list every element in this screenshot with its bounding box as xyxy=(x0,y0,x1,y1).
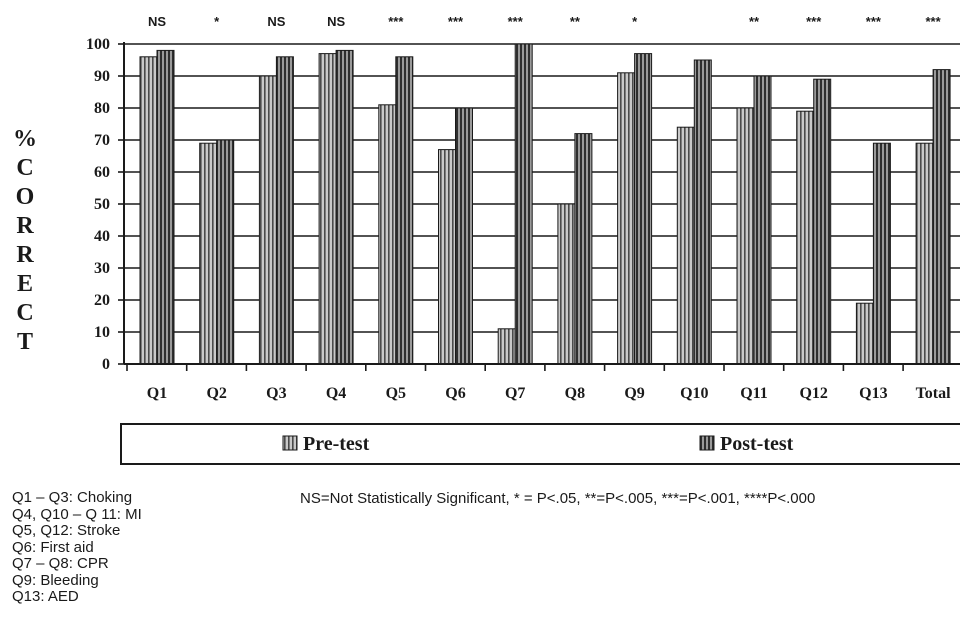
bar-pre-test xyxy=(258,75,277,365)
significance-label: *** xyxy=(926,14,942,29)
x-category-label: Q11 xyxy=(740,385,768,402)
y-tick-label: 50 xyxy=(94,196,110,213)
legend-swatch-post xyxy=(699,435,715,451)
significance-label: NS xyxy=(327,14,345,29)
bar-post-test xyxy=(395,56,414,365)
y-tick-label: 10 xyxy=(94,324,110,341)
significance-label: *** xyxy=(508,14,524,29)
bar-post-test xyxy=(455,107,473,365)
significance-labels: NS * NS NS *** *** *** ** * ** *** *** *** xyxy=(148,14,942,29)
gridlines xyxy=(124,43,960,333)
y-tick-label: 100 xyxy=(86,36,110,53)
bar-pre-test xyxy=(557,203,576,365)
y-axis-label-char: E xyxy=(17,271,33,297)
y-tick-label: 20 xyxy=(94,292,110,309)
y-tick-label: 30 xyxy=(94,260,110,277)
legend-box xyxy=(120,423,960,465)
note-line: Q5, Q12: Stroke xyxy=(12,522,121,539)
note-line: Q4, Q10 – Q 11: MI xyxy=(12,505,142,523)
y-tick-label: 80 xyxy=(94,100,110,117)
x-category-label: Q3 xyxy=(266,385,286,402)
bar-post-test xyxy=(156,49,175,365)
y-axis-label-char: C xyxy=(16,300,33,326)
note-line: Q13: AED xyxy=(12,588,79,605)
x-category-label: Q8 xyxy=(565,385,585,402)
bar-post-test xyxy=(753,75,772,365)
significance-label: *** xyxy=(806,14,822,29)
y-axis-label-char: R xyxy=(16,242,34,268)
significance-label: NS xyxy=(267,14,285,29)
legend-label-post: Post-test xyxy=(720,433,794,455)
y-axis-label-char: O xyxy=(16,184,35,210)
x-category-label: Total xyxy=(916,385,952,402)
y-tick-label: 70 xyxy=(94,132,110,149)
bar-post-test xyxy=(574,133,593,365)
x-category-label: Q4 xyxy=(326,385,346,402)
x-category-label: Q6 xyxy=(445,385,465,402)
bar-pre-test xyxy=(736,107,755,365)
y-tick-labels: 0 10 20 30 40 50 60 70 80 90 100 xyxy=(86,36,124,373)
significance-label: *** xyxy=(448,14,464,29)
significance-label: ** xyxy=(749,14,760,29)
bar-post-test xyxy=(634,53,653,365)
question-topic-notes: Q1 – Q3: Choking Q4, Q10 – Q 11: MI Q5, … xyxy=(12,489,142,606)
bar-post-test xyxy=(216,139,235,365)
note-line: Q6: First aid xyxy=(12,538,94,556)
bar-pre-test xyxy=(676,126,695,365)
y-tick-label: 40 xyxy=(94,228,110,245)
significance-label: * xyxy=(214,14,220,29)
x-category-label: Q7 xyxy=(505,385,525,402)
note-line: Q7 – Q8: CPR xyxy=(12,555,109,572)
y-axis-label-char: % xyxy=(13,126,37,152)
legend-label-pre: Pre-test xyxy=(303,433,370,455)
x-category-labels: Q1 Q2 Q3 Q4 Q5 Q6 Q7 Q8 Q9 Q10 Q11 Q12 Q13 Total xyxy=(147,385,951,402)
legend-swatch-pre xyxy=(282,435,298,451)
significance-label: * xyxy=(632,14,638,29)
bar-post-test xyxy=(275,56,294,365)
bar-pre-test xyxy=(139,56,158,365)
bar-pre-test xyxy=(796,110,815,365)
y-axis-label-char: T xyxy=(17,329,33,355)
bar-post-test xyxy=(813,78,832,365)
significance-label: *** xyxy=(388,14,404,29)
x-category-label: Q10 xyxy=(680,385,708,402)
y-axis-label-char: C xyxy=(16,155,33,181)
bar-post-test xyxy=(872,142,891,365)
note-line: Q9: Bleeding xyxy=(12,571,99,589)
bar-pre-test xyxy=(318,53,337,365)
bar-post-test xyxy=(932,69,951,365)
y-tick-label: 60 xyxy=(94,164,110,181)
bar-pre-test xyxy=(438,149,456,365)
note-line: Q1 – Q3: Choking xyxy=(12,489,133,506)
x-category-label: Q12 xyxy=(799,385,827,402)
bar-pre-test xyxy=(855,302,874,365)
significance-label: *** xyxy=(866,14,882,29)
bar-post-test xyxy=(335,49,354,365)
legend: Pre-test Post-test xyxy=(120,423,960,465)
bar-pre-test xyxy=(617,72,636,365)
y-axis-label-char: R xyxy=(16,213,34,239)
significance-key: NS=Not Statistically Significant, * = P<… xyxy=(300,490,816,507)
x-category-label: Q9 xyxy=(624,385,644,402)
bar-pre-test xyxy=(199,142,218,365)
bar-pre-test xyxy=(915,142,934,365)
bar-pre-test xyxy=(378,104,397,365)
y-tick-label: 90 xyxy=(94,68,110,85)
significance-label: NS xyxy=(148,14,166,29)
axes xyxy=(123,42,960,371)
y-tick-label: 0 xyxy=(102,356,110,373)
bar-post-test xyxy=(514,43,533,365)
x-category-label: Q2 xyxy=(206,385,226,402)
x-category-label: Q5 xyxy=(386,385,406,402)
significance-label: ** xyxy=(570,14,581,29)
x-category-label: Q1 xyxy=(147,385,167,402)
bars xyxy=(139,43,951,365)
bar-post-test xyxy=(693,59,712,365)
x-category-label: Q13 xyxy=(859,385,887,402)
bar-pre-test xyxy=(497,328,516,365)
